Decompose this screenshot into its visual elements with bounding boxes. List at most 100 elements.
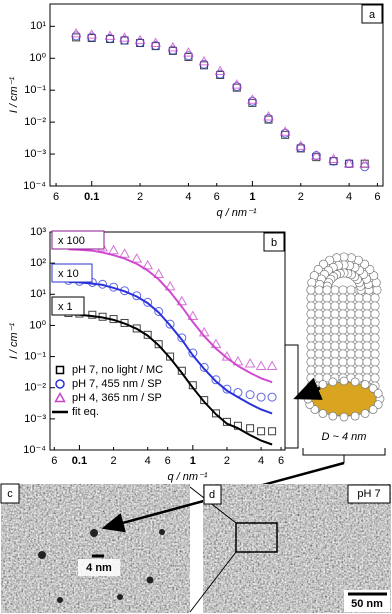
- y-axis-label: I / cm⁻¹: [8, 76, 20, 113]
- panel-label: c: [7, 488, 13, 500]
- marker-triangle: [131, 253, 143, 263]
- y-tick-label: 10⁰: [29, 52, 46, 64]
- bead: [368, 405, 378, 414]
- marker-triangle: [142, 259, 154, 270]
- marker-square: [120, 318, 129, 327]
- bead: [306, 349, 316, 359]
- bead: [338, 365, 348, 375]
- bead: [314, 285, 324, 295]
- marker-triangle: [263, 110, 274, 121]
- marker-triangle: [232, 355, 244, 366]
- marker-triangle: [187, 310, 199, 321]
- marker-circle: [329, 156, 339, 166]
- bead: [338, 309, 348, 319]
- bead: [370, 309, 380, 319]
- x-tick-label: 6: [165, 455, 171, 467]
- legend-label: pH 4, 365 nm / SP: [72, 392, 162, 404]
- bead: [370, 333, 380, 343]
- bead: [338, 293, 348, 303]
- bead: [306, 309, 316, 319]
- bead: [306, 293, 316, 303]
- marker-triangle: [214, 65, 226, 75]
- x-tick-label: 4: [258, 455, 264, 467]
- annotation: x 10: [58, 268, 79, 280]
- marker-circle: [233, 388, 243, 398]
- marker-triangle: [343, 158, 355, 168]
- bead: [322, 301, 332, 311]
- y-tick-label: 10²: [30, 257, 46, 269]
- y-tick-label: 10⁻³: [24, 148, 46, 160]
- y-tick-label: 10⁻⁴: [23, 444, 46, 456]
- bead: [362, 349, 372, 359]
- x-tick-label: 1: [190, 455, 196, 467]
- bead: [346, 285, 356, 295]
- bead: [346, 365, 356, 375]
- panel-label: a: [369, 9, 376, 21]
- marker-circle: [245, 390, 255, 400]
- bead: [338, 301, 348, 311]
- marker-circle: [280, 128, 290, 138]
- marker-circle: [267, 392, 277, 402]
- bead: [354, 349, 364, 359]
- bead: [354, 333, 364, 343]
- marker-triangle: [310, 150, 322, 160]
- marker-triangle: [119, 248, 130, 258]
- legend-label: pH 7, no light / MC: [72, 364, 163, 376]
- marker-triangle: [176, 295, 188, 306]
- marker-circle: [120, 286, 130, 296]
- marker-square: [246, 424, 255, 433]
- x-tick-label: 6: [51, 455, 57, 467]
- particles: [38, 529, 165, 603]
- bead: [338, 333, 348, 343]
- scale-bar-label: 50 nm: [351, 598, 383, 610]
- annotation-box: [51, 296, 85, 316]
- marker-square: [257, 427, 266, 436]
- bead: [346, 357, 356, 367]
- bead: [360, 380, 370, 389]
- bead: [354, 317, 364, 327]
- x-tick-label: 4: [185, 191, 191, 203]
- marker-triangle: [210, 338, 222, 349]
- legend-label: fit eq.: [72, 406, 99, 418]
- marker-triangle: [164, 280, 176, 291]
- marker-square: [143, 330, 152, 339]
- bead: [322, 325, 332, 335]
- panel-label: b: [271, 237, 277, 249]
- bead: [330, 333, 340, 343]
- bead: [330, 285, 340, 295]
- bead: [370, 293, 380, 303]
- bead: [370, 341, 380, 351]
- marker-triangle: [167, 41, 179, 52]
- bead: [362, 301, 372, 311]
- zoom-lines: [189, 486, 237, 613]
- marker-circle: [222, 384, 232, 394]
- marker-triangle: [244, 357, 256, 368]
- marker-circle: [109, 282, 119, 292]
- marker-triangle: [198, 55, 210, 66]
- y-axis-label: I / cm⁻¹: [8, 322, 20, 359]
- bead: [362, 357, 372, 367]
- panel-label-box: [263, 232, 285, 252]
- x-tick-label: 2: [137, 191, 143, 203]
- marker-square: [55, 365, 65, 375]
- bead: [339, 412, 349, 422]
- bead: [338, 349, 348, 359]
- marker-triangle: [70, 27, 82, 38]
- x-tick-label: 4: [145, 455, 151, 467]
- marker-triangle: [198, 326, 210, 337]
- bead: [338, 341, 348, 351]
- bead: [362, 293, 372, 303]
- y-tick-label: 10⁻²: [24, 116, 46, 128]
- marker-square: [268, 427, 277, 436]
- bead: [339, 376, 349, 386]
- bead: [370, 325, 380, 335]
- bead: [314, 317, 324, 327]
- y-tick-label: 10³: [30, 226, 46, 238]
- legend-label: pH 7, 455 nm / SP: [72, 378, 162, 390]
- y-tick-label: 10⁻¹: [24, 84, 46, 96]
- bead: [330, 341, 340, 351]
- x-tick-label: 6: [214, 191, 220, 203]
- bead: [306, 365, 316, 375]
- bead: [322, 349, 332, 359]
- marker-square: [177, 366, 186, 375]
